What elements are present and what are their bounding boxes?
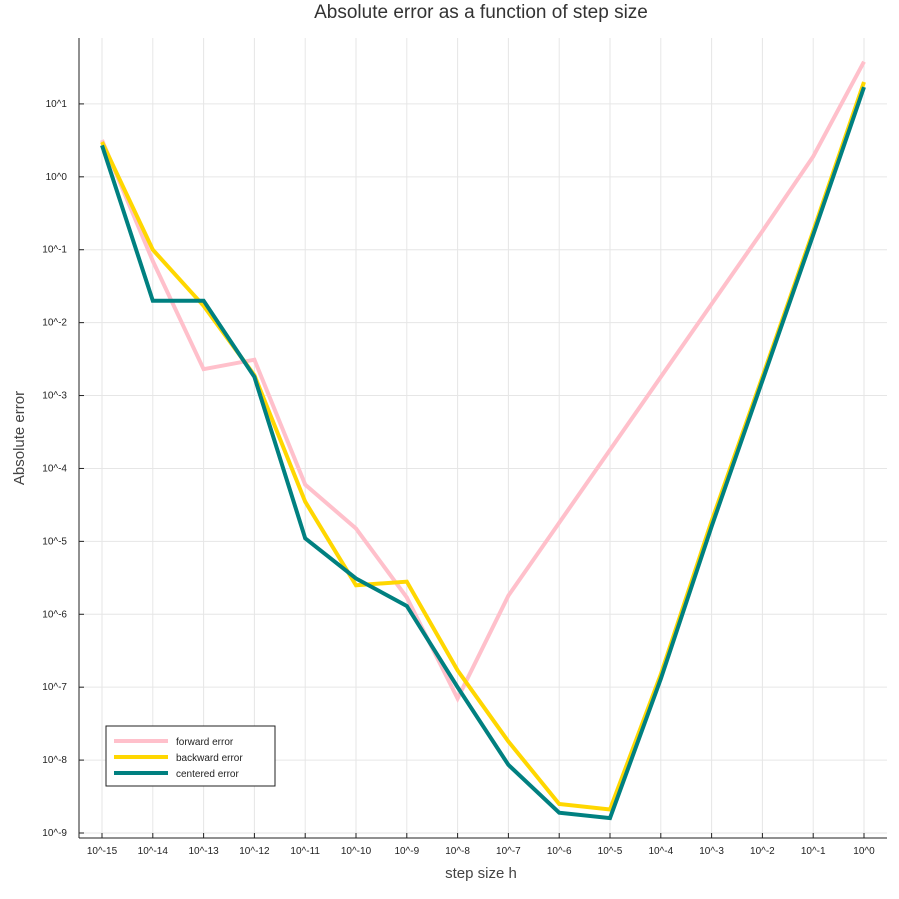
y-tick-label: 10^-8 <box>42 755 67 766</box>
y-tick-label: 10^-9 <box>42 828 67 839</box>
x-tick-label: 10^0 <box>853 846 875 857</box>
y-tick-label: 10^-2 <box>42 318 67 329</box>
y-tick-label: 10^-5 <box>42 536 67 547</box>
x-tick-label: 10^-10 <box>341 846 372 857</box>
y-tick-label: 10^-3 <box>42 391 67 402</box>
x-tick-label: 10^-4 <box>648 846 673 857</box>
centered-error-line <box>100 86 866 821</box>
axes <box>78 38 887 839</box>
y-axis-label: Absolute error <box>11 391 28 485</box>
x-tick-label: 10^-14 <box>138 846 169 857</box>
legend-label-centered-error: centered error <box>176 769 239 780</box>
y-tick-label: 10^-6 <box>42 609 67 620</box>
chart-title: Absolute error as a function of step siz… <box>314 2 648 23</box>
x-tick-label: 10^-13 <box>188 846 219 857</box>
legend-label-forward-error: forward error <box>176 737 234 748</box>
x-tick-label: 10^-11 <box>290 846 320 857</box>
legend: forward error backward error centered erro… <box>105 725 276 787</box>
x-axis-label: step size h <box>445 865 517 882</box>
x-tick-label: 10^-3 <box>699 846 724 857</box>
x-tick-label: 10^-1 <box>801 846 826 857</box>
y-tick-label: 10^0 <box>46 172 68 183</box>
x-tick-label: 10^-5 <box>598 846 623 857</box>
tick-labels: 10^-15 10^-14 10^-13 10^-12 10^-11 10^-10 10^-… <box>42 99 875 857</box>
x-tick-label: 10^-2 <box>750 846 775 857</box>
x-tick-label: 10^-12 <box>239 846 270 857</box>
y-tick-label: 10^-1 <box>42 245 67 256</box>
x-tick-label: 10^-9 <box>394 846 419 857</box>
y-tick-label: 10^-4 <box>42 463 67 474</box>
x-tick-label: 10^-7 <box>496 846 521 857</box>
series-lines <box>100 60 866 821</box>
x-tick-label: 10^-8 <box>445 846 470 857</box>
forward-error-line <box>100 60 866 703</box>
grid-lines <box>79 38 887 838</box>
x-tick-label: 10^-15 <box>87 846 118 857</box>
y-tick-label: 10^1 <box>46 99 68 110</box>
y-tick-label: 10^-7 <box>42 682 67 693</box>
x-tick-label: 10^-6 <box>547 846 572 857</box>
legend-label-backward-error: backward error <box>176 753 243 764</box>
